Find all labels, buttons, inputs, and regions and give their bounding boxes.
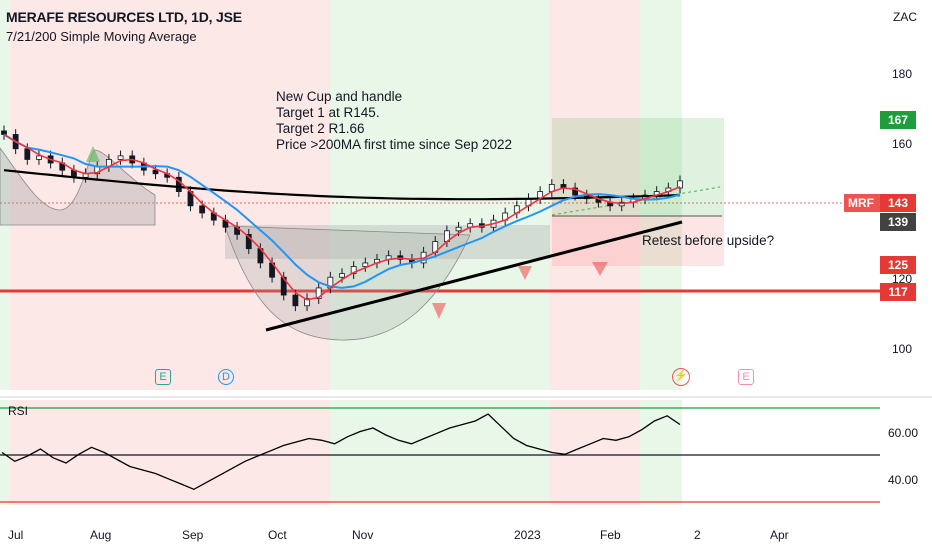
candle-body: [245, 233, 252, 250]
signal-background: [0, 0, 682, 505]
price-tag-139[interactable]: 139: [880, 213, 916, 231]
candle-body: [677, 180, 683, 189]
sell-arrow-icon: [592, 262, 608, 276]
bear-band-rsi: [10, 400, 330, 505]
moving-averages: [3, 133, 681, 301]
bull-band-rsi: [0, 400, 10, 505]
bull-band-rsi: [640, 400, 682, 505]
candle-body: [175, 176, 182, 192]
sell-arrow-icon: [432, 303, 446, 319]
rsi-tick: 60.00: [888, 426, 919, 440]
last-price-tag[interactable]: 143: [880, 194, 916, 212]
price-tag-117[interactable]: 117: [880, 283, 916, 301]
bull-band: [0, 0, 10, 390]
candle-body: [572, 187, 579, 196]
symbol-title[interactable]: MERAFE RESOURCES LTD, 1D, JSE: [6, 9, 242, 25]
currency-label: ZAC: [893, 10, 917, 24]
sma21-line: [3, 133, 681, 289]
bear-band-rsi: [550, 400, 640, 505]
bear-band: [10, 0, 330, 390]
bull-band: [330, 0, 550, 390]
candle-body: [339, 273, 345, 278]
earnings-upcoming-icon[interactable]: E: [738, 369, 754, 385]
price-tag-167[interactable]: 167: [880, 111, 916, 129]
dividend-icon[interactable]: D: [218, 369, 234, 385]
time-tick: Apr: [770, 528, 789, 542]
candle-body: [315, 287, 322, 300]
note-line: New Cup and handle: [276, 89, 403, 104]
split-bolt-icon[interactable]: ⚡: [672, 368, 690, 386]
price-tick: 100: [892, 342, 913, 356]
price-candles: [1, 125, 683, 312]
time-tick: 2: [694, 528, 701, 542]
price-tick: 180: [892, 67, 913, 81]
rsi-label[interactable]: RSI: [8, 404, 29, 418]
candle-body: [117, 155, 124, 160]
candle-body: [292, 294, 299, 307]
time-tick: Aug: [90, 528, 112, 542]
candle-body: [455, 226, 462, 232]
trendline: [265, 220, 683, 332]
candle-body: [36, 155, 42, 160]
candle-body: [199, 205, 206, 214]
candle-body: [24, 148, 31, 160]
earnings-icon[interactable]: E: [155, 369, 171, 385]
candle-body: [1, 130, 7, 135]
time-tick: 2023: [514, 528, 541, 542]
note-line: Price >200MA first time since Sep 2022: [276, 137, 512, 152]
sma7-line: [3, 133, 681, 301]
chart-header: MERAFE RESOURCES LTD, 1D, JSE 7/21/200 S…: [6, 8, 242, 46]
time-tick: Nov: [352, 528, 374, 542]
price-tick: 160: [892, 137, 913, 151]
stop-zone: [552, 216, 724, 266]
level-lines: [0, 202, 880, 503]
candle-body: [152, 169, 159, 175]
indicator-label[interactable]: 7/21/200 Simple Moving Average: [6, 29, 197, 44]
time-tick: Oct: [268, 528, 287, 542]
time-tick: Sep: [182, 528, 204, 542]
price-tag-125[interactable]: 125: [880, 256, 916, 274]
price-tick-partial: 120: [892, 272, 913, 286]
time-tick: Jul: [8, 528, 24, 542]
rsi-line: [1, 413, 681, 491]
candle-body: [304, 298, 310, 307]
retest-note: Retest before upside?: [642, 233, 775, 248]
symbol-tag[interactable]: MRF: [844, 194, 880, 212]
note-line: Target 1 at R145.: [276, 105, 380, 120]
time-tick: Feb: [600, 528, 621, 542]
signal-arrows: [86, 146, 608, 319]
buy-arrow-icon: [86, 146, 100, 162]
cup-handle-note: New Cup and handle Target 1 at R145. Targe…: [276, 89, 512, 153]
sell-arrow-icon: [518, 266, 532, 280]
candle-body: [362, 262, 369, 267]
candle-body: [350, 266, 357, 275]
rsi-tick: 40.00: [888, 473, 919, 487]
bull-band-rsi: [330, 400, 550, 505]
note-line: Target 2 R1.66: [276, 121, 365, 136]
